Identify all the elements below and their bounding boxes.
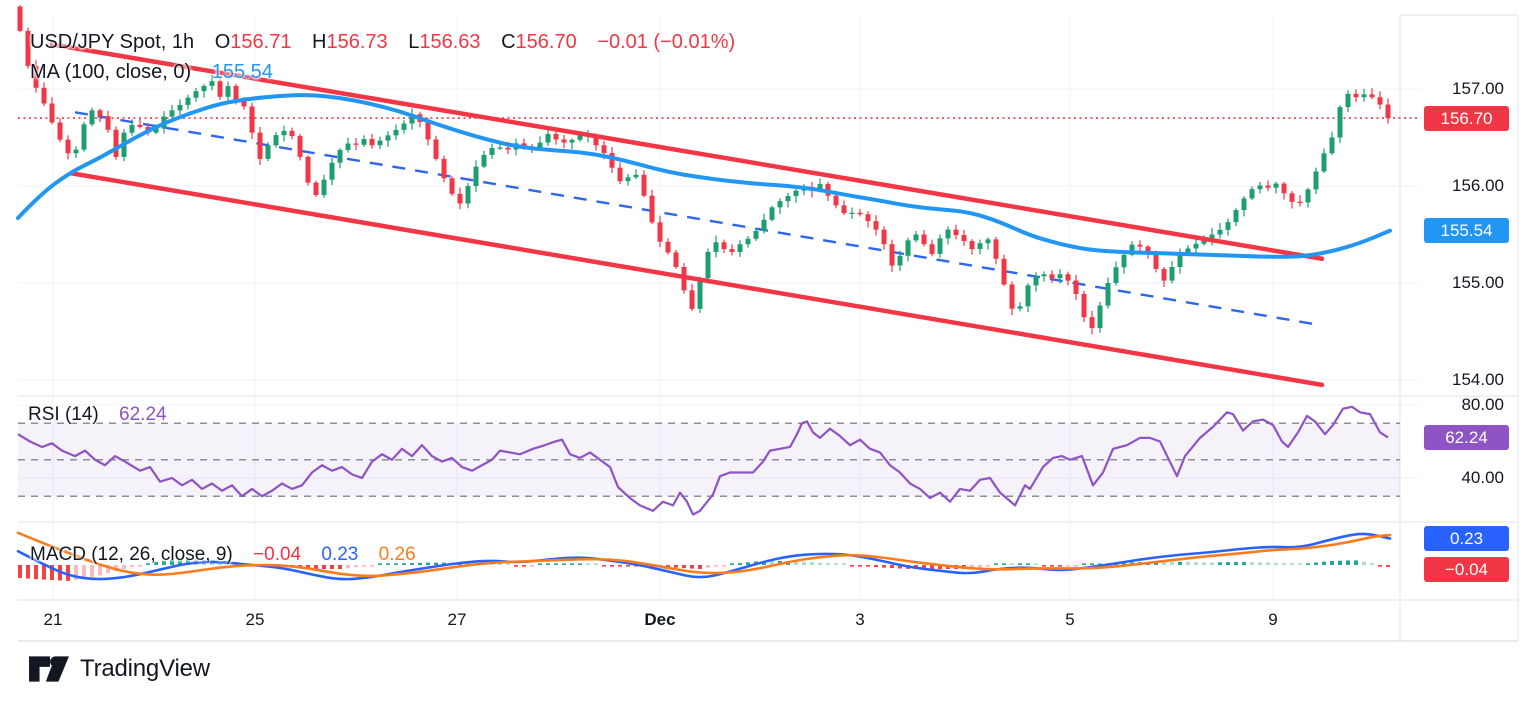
rsi-label[interactable]: RSI (14): [28, 404, 99, 425]
time-tick-label: 27: [447, 610, 467, 629]
price-badge-macd-value: 0.23: [1424, 526, 1509, 551]
time-tick-label: 3: [855, 610, 865, 629]
rsi-value: 62.24: [119, 404, 167, 425]
time-tick-label: 25: [245, 610, 265, 629]
macd-label[interactable]: MACD (12, 26, close, 9): [30, 544, 233, 565]
symbol-title[interactable]: USD/JPY Spot, 1h: [30, 31, 195, 53]
rsi-legend[interactable]: RSI (14) 62.24: [28, 404, 167, 426]
price-tick-label: 156.00: [1452, 176, 1504, 195]
tradingview-link[interactable]: TradingView: [28, 654, 210, 684]
symbol-legend[interactable]: USD/JPY Spot, 1h O156.71 H156.73 L156.63…: [30, 31, 735, 54]
open-label: O: [214, 31, 231, 53]
close-value: 156.70: [515, 31, 577, 53]
ma-value: 155.54: [211, 61, 273, 83]
price-tick-label: 154.00: [1452, 370, 1504, 389]
macd-line-value: 0.23: [321, 544, 359, 565]
time-axis[interactable]: [18, 600, 1400, 641]
price-badge-ma-value: 155.54: [1424, 218, 1509, 243]
rsi-pane[interactable]: [18, 396, 1400, 522]
macd-signal-value: 0.26: [378, 544, 416, 565]
open-value: 156.71: [230, 31, 292, 53]
low-value: 156.63: [419, 31, 481, 53]
macd-legend[interactable]: MACD (12, 26, close, 9) −0.04 0.23 0.26: [30, 544, 416, 566]
price-badge-rsi-value: 62.24: [1424, 425, 1509, 450]
time-tick-label: Dec: [644, 610, 676, 629]
rsi-tick-label: 80.00: [1461, 395, 1504, 414]
ma-label[interactable]: MA (100, close, 0): [30, 61, 192, 83]
ma-legend[interactable]: MA (100, close, 0) 155.54: [30, 61, 273, 84]
price-tick-label: 157.00: [1452, 79, 1504, 98]
price-badge-last-price: 156.70: [1424, 106, 1509, 131]
time-tick-label: 21: [43, 610, 63, 629]
tradingview-wordmark: TradingView: [80, 655, 210, 682]
time-tick-label: 9: [1268, 610, 1278, 629]
low-label: L: [408, 31, 420, 53]
rsi-tick-label: 40.00: [1461, 468, 1504, 487]
price-tick-label: 155.00: [1452, 273, 1504, 292]
change-value: −0.01 (−0.01%): [597, 31, 736, 53]
high-value: 156.73: [326, 31, 388, 53]
tradingview-logo-icon: [29, 656, 69, 682]
high-label: H: [312, 31, 327, 53]
price-badge-macd-hist: −0.04: [1424, 557, 1509, 582]
macd-hist-value: −0.04: [253, 544, 302, 565]
close-label: C: [501, 31, 516, 53]
time-tick-label: 5: [1065, 610, 1075, 629]
